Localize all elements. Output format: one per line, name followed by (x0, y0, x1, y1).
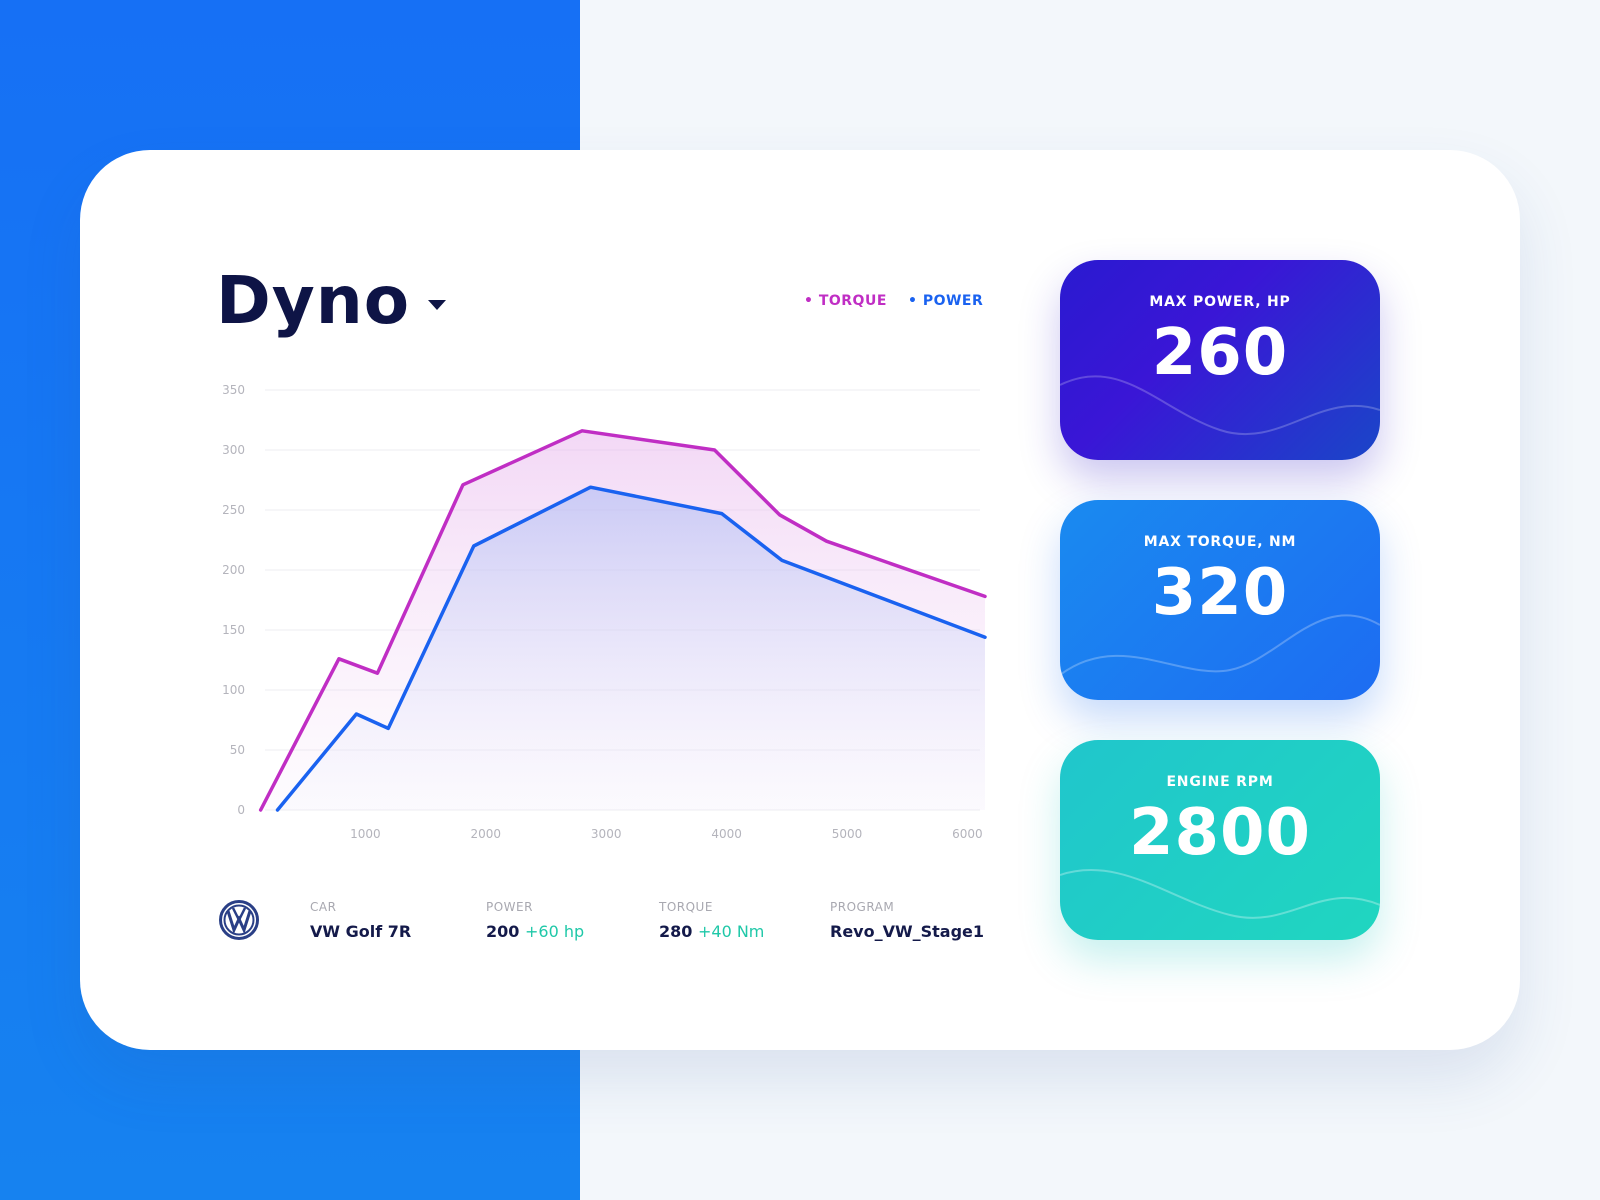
program-label: PROGRAM (830, 900, 895, 914)
engine-rpm-label: ENGINE RPM (1166, 774, 1274, 790)
power-value-group: 200 +60 hp (486, 922, 584, 941)
legend-torque: • TORQUE (804, 293, 887, 309)
max-power-card: MAX POWER, HP 260 (1060, 260, 1380, 460)
power-value: 200 (486, 922, 520, 941)
x-tick-label: 5000 (832, 827, 863, 841)
y-tick-label: 300 (222, 443, 245, 457)
car-label: CAR (310, 900, 337, 914)
torque-gain: +40 Nm (697, 922, 765, 941)
legend-torque-label: TORQUE (818, 293, 887, 309)
legend-power-label: POWER (922, 293, 984, 309)
max-torque-value: 320 (1151, 556, 1289, 630)
torque-value-group: 280 +40 Nm (659, 922, 764, 941)
torque-label: TORQUE (659, 900, 713, 914)
x-tick-label: 4000 (711, 827, 742, 841)
car-value: VW Golf 7R (310, 922, 412, 941)
x-tick-label: 3000 (591, 827, 622, 841)
power-label: POWER (486, 900, 533, 914)
engine-rpm-card: ENGINE RPM 2800 (1060, 740, 1380, 940)
x-tick-label: 1000 (350, 827, 381, 841)
legend-power: • POWER (908, 293, 984, 309)
torque-value: 280 (659, 922, 693, 941)
series-line-power (275, 485, 987, 812)
x-tick-label: 2000 (471, 827, 502, 841)
page-title: Dyno (216, 262, 411, 339)
program-value: Revo_VW_Stage1 (830, 922, 985, 941)
series-area-power (277, 487, 985, 810)
max-torque-label: MAX TORQUE, NM (1143, 534, 1297, 550)
series-line-torque (258, 429, 987, 812)
power-gain: +60 hp (524, 922, 585, 941)
y-tick-label: 200 (222, 563, 245, 577)
y-tick-label: 50 (230, 743, 245, 757)
y-tick-label: 0 (237, 803, 245, 817)
engine-rpm-value: 2800 (1128, 796, 1312, 870)
y-tick-label: 350 (222, 383, 245, 397)
y-tick-label: 250 (222, 503, 245, 517)
max-torque-card: MAX TORQUE, NM 320 (1060, 500, 1380, 700)
x-tick-label: 6000 (952, 827, 983, 841)
y-tick-label: 150 (222, 623, 245, 637)
max-power-label: MAX POWER, HP (1149, 294, 1291, 310)
max-power-value: 260 (1151, 316, 1289, 390)
vw-logo (219, 900, 259, 940)
y-tick-label: 100 (222, 683, 245, 697)
chevron-down-icon[interactable] (428, 300, 446, 310)
